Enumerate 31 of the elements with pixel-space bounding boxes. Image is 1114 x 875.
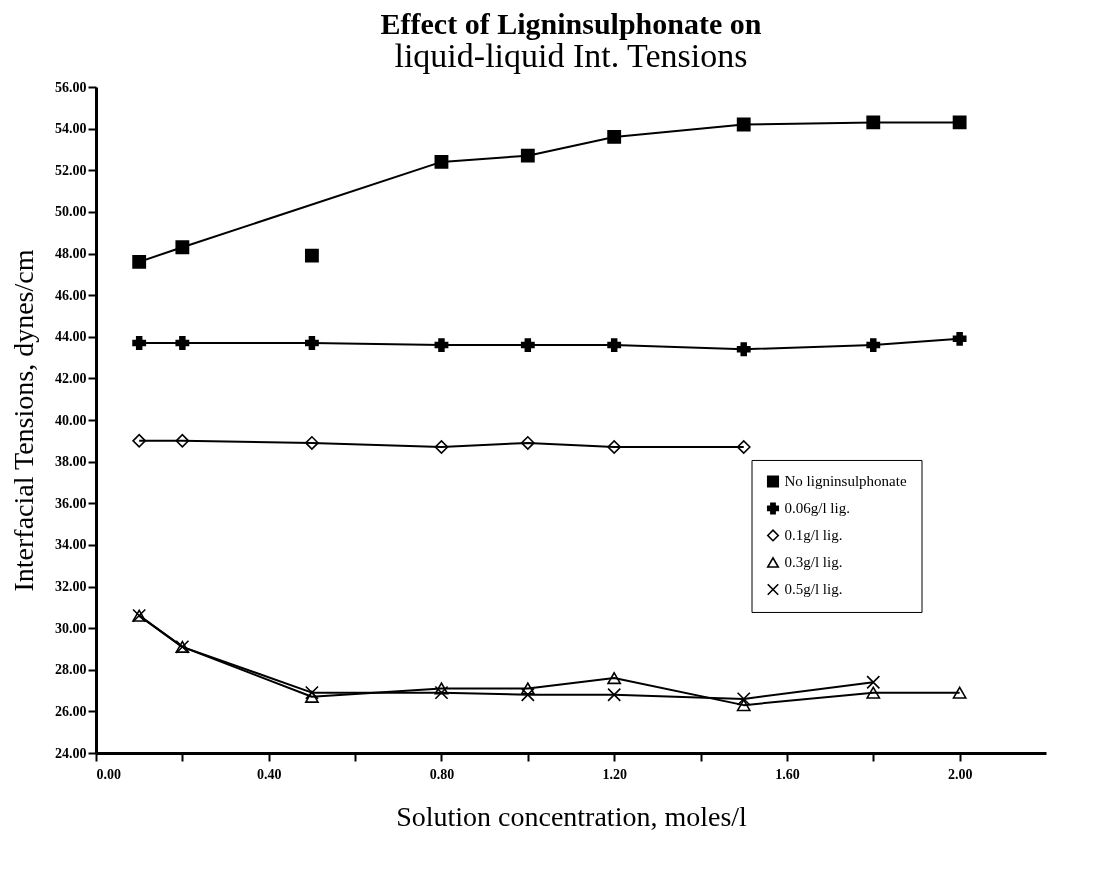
- x-tick-label: 1.60: [775, 766, 800, 782]
- chart-title: Effect of Ligninsulphonate on: [380, 7, 762, 40]
- y-tick-label: 42.00: [55, 370, 87, 386]
- y-tick-label: 30.00: [55, 620, 87, 636]
- legend-label: 0.06g/l lig.: [784, 500, 850, 517]
- legend-label: No ligninsulphonate: [784, 473, 907, 490]
- legend-label: 0.1g/l lig.: [784, 527, 843, 544]
- legend-label: 0.5g/l lig.: [784, 581, 843, 598]
- y-tick-label: 56.00: [55, 79, 87, 95]
- y-tick-label: 34.00: [55, 537, 87, 553]
- y-tick-label: 48.00: [55, 246, 87, 261]
- y-axis-title: Interfacial Tensions, dynes/cm: [8, 249, 39, 592]
- y-tick-label: 40.00: [55, 412, 87, 428]
- x-tick-label: 1.20: [602, 766, 627, 782]
- x-tick-label: 0.40: [256, 766, 282, 782]
- legend-label: 0.3g/l lig.: [784, 554, 843, 571]
- y-tick-label: 38.00: [55, 454, 87, 470]
- y-tick-label: 44.00: [55, 329, 87, 345]
- y-tick-label: 26.00: [55, 703, 87, 719]
- y-tick-label: 52.00: [55, 162, 87, 178]
- y-tick-label: 46.00: [55, 287, 87, 303]
- y-tick-label: 24.00: [55, 745, 87, 761]
- x-tick-label: 2.00: [947, 766, 973, 782]
- y-tick-label: 54.00: [55, 121, 87, 137]
- x-axis-title: Solution concentration, moles/l: [396, 800, 748, 832]
- x-tick-label: 0.00: [96, 766, 121, 782]
- y-tick-label: 28.00: [55, 662, 87, 678]
- y-tick-label: 32.00: [55, 579, 87, 594]
- y-tick-label: 36.00: [55, 495, 87, 511]
- y-tick-label: 50.00: [55, 204, 87, 220]
- x-tick-label: 0.80: [429, 766, 455, 782]
